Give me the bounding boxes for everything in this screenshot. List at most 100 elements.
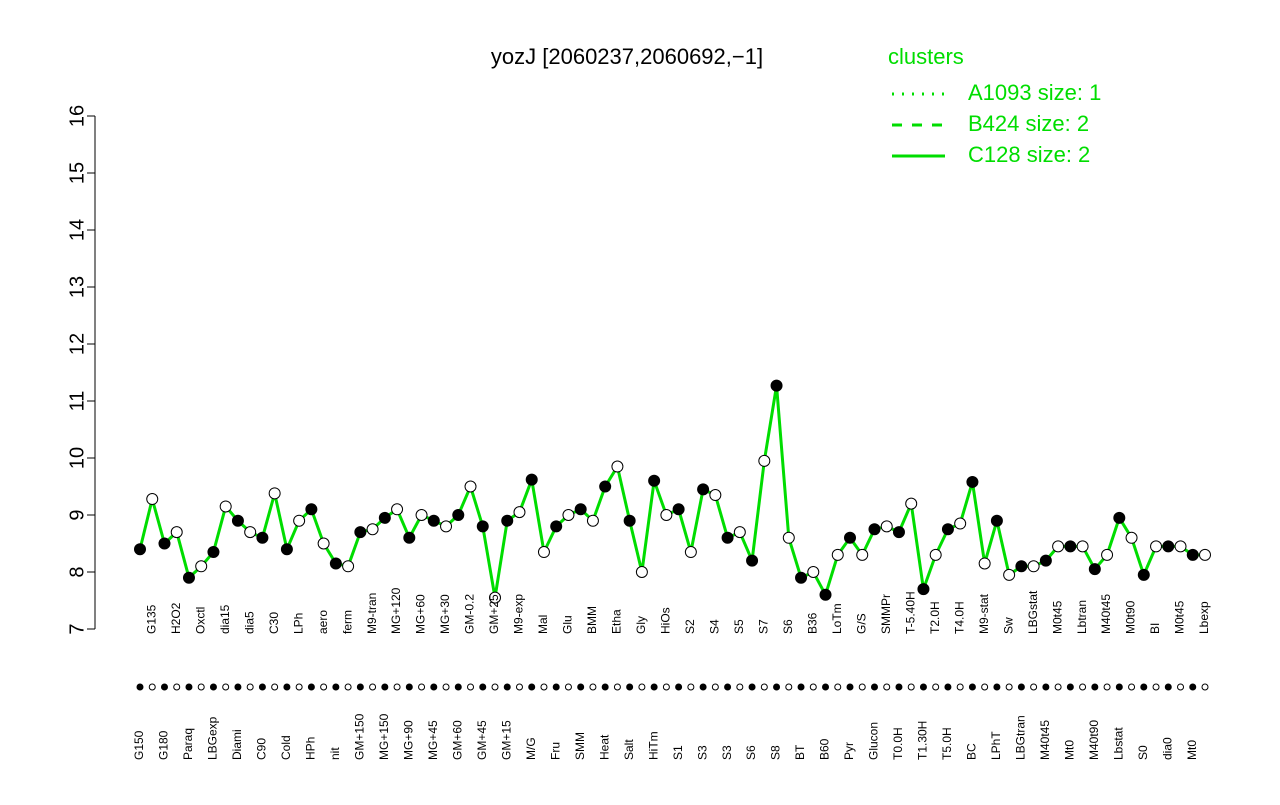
point: [795, 571, 808, 584]
point: [1113, 511, 1126, 524]
point: [1088, 563, 1101, 576]
point: [317, 537, 330, 550]
x-tick-label: T0.0H: [891, 727, 905, 760]
rug-dot: [907, 683, 915, 691]
point: [525, 473, 538, 486]
point: [170, 526, 183, 539]
x-tick-label: G135: [144, 604, 158, 634]
rug-dot: [503, 683, 511, 691]
rug-dot: [320, 683, 328, 691]
x-tick-label: nit: [328, 747, 342, 760]
rug-dot: [185, 683, 193, 691]
x-tick-label: S6: [781, 619, 795, 634]
point: [1064, 540, 1077, 553]
x-tick-label: SMM: [573, 732, 587, 760]
point: [892, 526, 905, 539]
point: [537, 546, 550, 559]
point: [660, 509, 673, 521]
point: [599, 480, 612, 493]
point: [427, 514, 440, 527]
x-tick-label: Cold: [279, 735, 293, 760]
x-tick-label: M/G: [524, 737, 538, 760]
point: [758, 454, 771, 467]
y-tick-label: 7: [66, 623, 88, 634]
x-tick-label: Mt0: [1063, 740, 1077, 760]
point: [990, 514, 1003, 527]
rug-dot: [528, 683, 536, 691]
rug-dot: [785, 683, 793, 691]
x-tick-label: M0t45: [1173, 600, 1187, 634]
rug-dot: [1201, 683, 1209, 691]
x-tick-label: Glu: [561, 615, 575, 634]
point: [452, 509, 465, 521]
point: [403, 531, 416, 544]
rug-dot: [136, 683, 144, 691]
point: [733, 526, 746, 539]
x-tick-label: HPh: [304, 737, 318, 760]
point: [134, 543, 146, 556]
rug-dot: [626, 683, 634, 691]
x-tick-label: M9-exp: [512, 594, 526, 634]
rug-dot: [956, 683, 964, 691]
x-tick-label: S0: [1136, 745, 1150, 760]
x-tick-label: C90: [255, 738, 269, 760]
rug-dot: [295, 683, 303, 691]
rug-dot: [222, 683, 230, 691]
x-tick-label: LoTm: [830, 603, 844, 634]
rug-dot: [405, 683, 413, 691]
rug-dot: [1177, 683, 1185, 691]
rug-dot: [1066, 683, 1074, 691]
point: [1199, 548, 1211, 561]
rug-dot: [1054, 683, 1062, 691]
point: [856, 548, 869, 561]
point: [195, 560, 208, 573]
x-tick-label: LBGexp: [206, 716, 220, 760]
point: [954, 517, 967, 530]
rug-dot: [919, 683, 927, 691]
x-tick-label: GM+15: [499, 720, 513, 760]
rug-dot: [197, 683, 205, 691]
y-tick-label: 12: [66, 333, 88, 355]
point: [391, 503, 404, 516]
rug-dot: [895, 683, 903, 691]
x-tick-label: G/S: [854, 613, 868, 634]
point: [868, 523, 881, 536]
rug-dot: [699, 683, 707, 691]
rug-dot: [589, 683, 597, 691]
point: [574, 503, 587, 516]
rug-dot: [430, 683, 438, 691]
rug-dot: [1103, 683, 1111, 691]
rug-dot: [834, 683, 842, 691]
rug-dot: [1030, 683, 1038, 691]
chart-title: yozJ [2060237,2060692,−1]: [491, 44, 763, 69]
rug-dot: [1152, 683, 1160, 691]
x-tick-label: dia15: [218, 604, 232, 634]
rug-dot: [1115, 683, 1123, 691]
x-tick-label: Gly: [634, 616, 648, 634]
point: [819, 588, 832, 601]
point: [684, 546, 697, 559]
point: [1039, 554, 1052, 567]
rug-dot: [564, 683, 572, 691]
point: [415, 509, 428, 521]
x-tick-label: T5.0H: [940, 727, 954, 760]
rug-dot: [577, 683, 585, 691]
point: [807, 566, 820, 578]
x-tick-label: M40t45: [1038, 720, 1052, 760]
x-tick-label: GM-0.2: [463, 594, 477, 634]
x-tick-label: BC: [965, 743, 979, 760]
x-tick-label: T-5.40H: [903, 591, 917, 634]
series-line: [138, 385, 1205, 599]
point: [709, 489, 722, 502]
x-tick-label: T2.0H: [928, 601, 942, 634]
y-tick-label: 9: [66, 509, 88, 520]
point: [1076, 540, 1089, 553]
point: [501, 514, 514, 527]
point: [1101, 548, 1114, 561]
x-tick-label: ferm: [340, 610, 354, 634]
rug-dot: [1017, 683, 1025, 691]
x-tick-label: S3: [720, 745, 734, 760]
x-tick-label: GM+45: [475, 720, 489, 760]
x-tick-label: Oxctl: [193, 607, 207, 634]
rug-dot: [1140, 683, 1148, 691]
